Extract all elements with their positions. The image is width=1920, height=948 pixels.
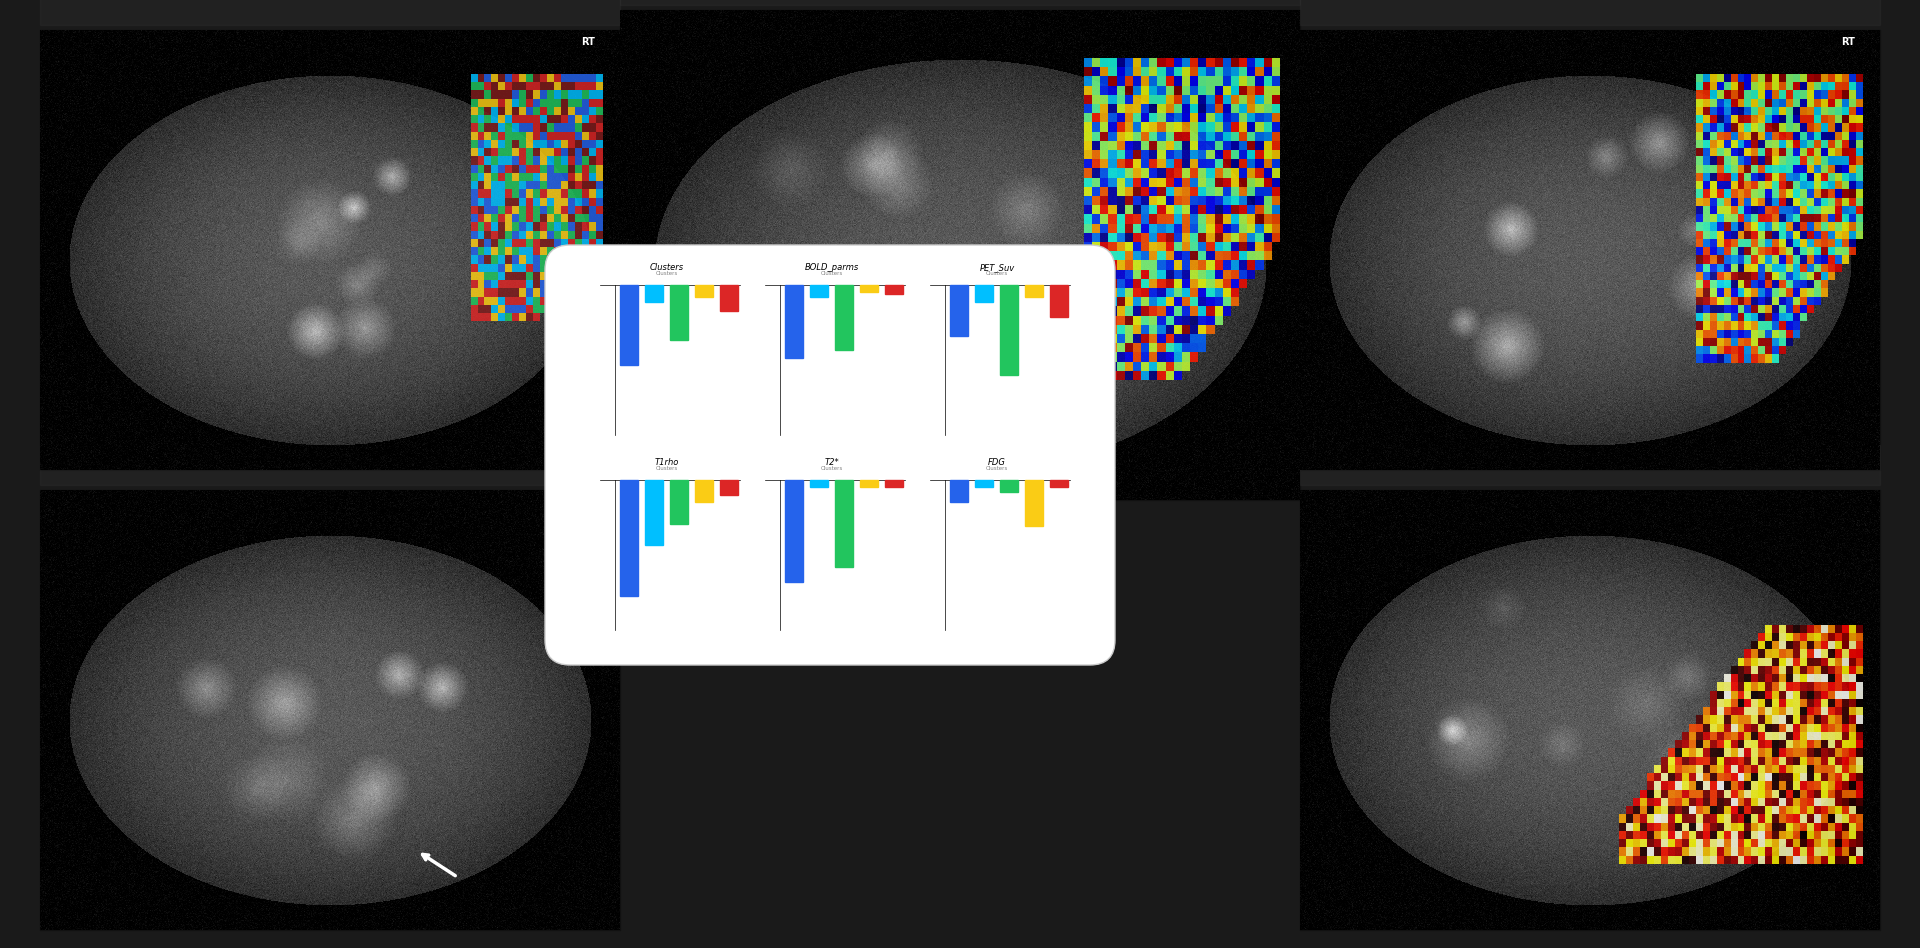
- Text: PET_Suv: PET_Suv: [979, 263, 1014, 272]
- Bar: [1025, 480, 1043, 526]
- Bar: [670, 285, 687, 340]
- Bar: [645, 480, 662, 545]
- Bar: [1000, 285, 1018, 374]
- Bar: [835, 480, 852, 567]
- Bar: [1050, 480, 1068, 487]
- Bar: [1000, 480, 1018, 492]
- Text: T1rho: T1rho: [655, 458, 680, 467]
- Bar: [1300, 0, 1880, 25]
- Bar: [1300, 490, 1880, 930]
- Bar: [975, 480, 993, 487]
- Bar: [40, 490, 620, 930]
- Bar: [695, 285, 712, 297]
- Bar: [595, 265, 760, 445]
- Text: Clusters: Clusters: [651, 263, 684, 272]
- Text: Clusters: Clusters: [985, 271, 1008, 276]
- Bar: [885, 285, 902, 294]
- Bar: [40, 0, 620, 25]
- Bar: [925, 460, 1091, 640]
- Bar: [835, 285, 852, 350]
- Bar: [620, 480, 637, 596]
- Text: Clusters: Clusters: [822, 466, 843, 471]
- Bar: [1050, 285, 1068, 317]
- Bar: [950, 480, 968, 501]
- Bar: [950, 285, 968, 336]
- Bar: [720, 285, 737, 311]
- Bar: [1300, 30, 1880, 470]
- Bar: [1300, 445, 1880, 485]
- FancyBboxPatch shape: [545, 245, 1116, 665]
- Text: Clusters: Clusters: [657, 466, 678, 471]
- Text: FDG: FDG: [989, 458, 1006, 467]
- Bar: [670, 480, 687, 523]
- Text: Clusters: Clusters: [657, 271, 678, 276]
- Bar: [645, 285, 662, 302]
- Text: RT: RT: [582, 37, 595, 47]
- Bar: [40, 30, 620, 470]
- Bar: [810, 285, 828, 297]
- Bar: [620, 10, 1300, 500]
- Text: T2*: T2*: [824, 458, 839, 467]
- Bar: [760, 460, 925, 640]
- Bar: [975, 285, 993, 302]
- Bar: [760, 265, 925, 445]
- Text: BOLD_parms: BOLD_parms: [804, 263, 858, 272]
- Bar: [620, 285, 637, 365]
- Bar: [885, 480, 902, 487]
- Text: Clusters: Clusters: [985, 466, 1008, 471]
- Bar: [40, 445, 620, 485]
- Text: RT: RT: [1841, 37, 1855, 47]
- Bar: [925, 265, 1091, 445]
- Text: Clusters: Clusters: [822, 271, 843, 276]
- Bar: [860, 480, 877, 487]
- Bar: [785, 285, 803, 357]
- Bar: [1025, 285, 1043, 297]
- Bar: [785, 480, 803, 581]
- Bar: [595, 460, 760, 640]
- Bar: [695, 480, 712, 501]
- Bar: [860, 285, 877, 292]
- Bar: [620, 0, 1300, 5]
- Bar: [720, 480, 737, 495]
- Bar: [810, 480, 828, 487]
